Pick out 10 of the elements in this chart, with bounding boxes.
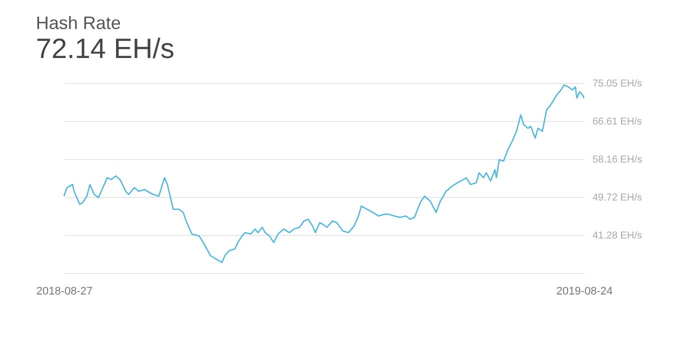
y-tick-label: 58.16 EH/s [592,154,642,166]
x-tick-label: 2019-08-24 [556,286,613,298]
y-tick-label: 66.61 EH/s [592,116,642,128]
chart-title: Hash Rate [36,13,121,33]
x-tick-label: 2018-08-27 [36,286,93,298]
line-series [63,84,585,264]
y-tick-label: 75.05 EH/s [592,78,642,90]
y-tick-label: 41.28 EH/s [592,230,642,242]
y-tick-label: 49.72 EH/s [592,192,642,204]
chart-subtitle: 72.14 EH/s [36,33,174,64]
